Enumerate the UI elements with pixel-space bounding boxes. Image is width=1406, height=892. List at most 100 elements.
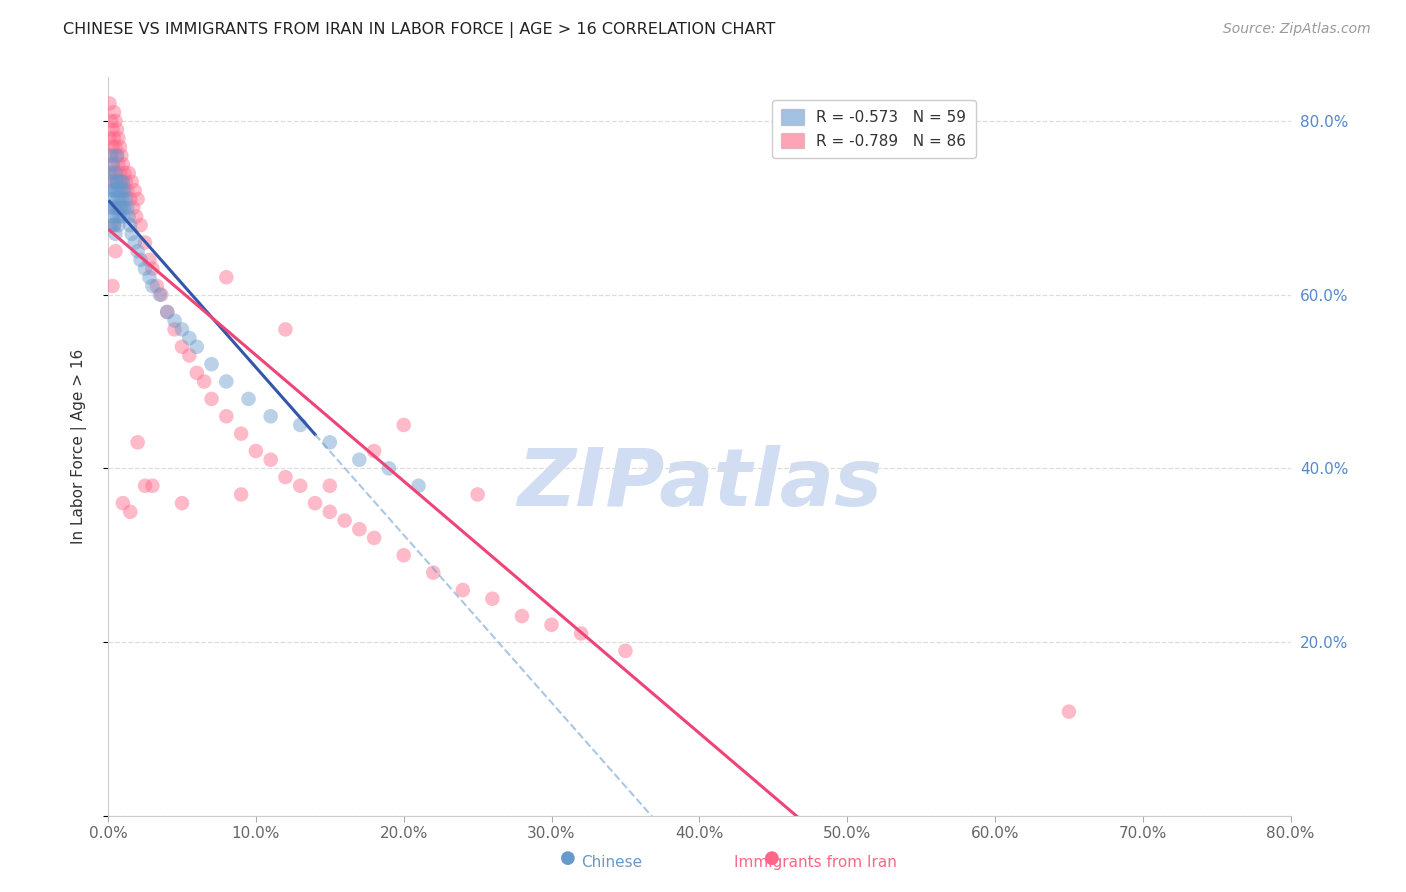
Chinese <box>186 340 208 354</box>
Immigrants from Iran <box>110 175 132 189</box>
Immigrants from Iran <box>363 444 385 458</box>
Immigrants from Iran <box>107 131 129 145</box>
Immigrants from Iran <box>127 435 149 450</box>
Immigrants from Iran <box>304 496 326 510</box>
Chinese <box>149 287 172 301</box>
Immigrants from Iran <box>104 114 127 128</box>
Chinese <box>179 331 201 345</box>
Immigrants from Iran <box>200 392 222 406</box>
Text: Immigrants from Iran: Immigrants from Iran <box>734 855 897 870</box>
Chinese <box>114 192 136 206</box>
Immigrants from Iran <box>103 218 125 232</box>
Immigrants from Iran <box>124 183 146 197</box>
Chinese <box>108 192 131 206</box>
Chinese <box>121 227 143 241</box>
Immigrants from Iran <box>319 479 342 493</box>
Immigrants from Iran <box>215 409 238 424</box>
Immigrants from Iran <box>114 175 136 189</box>
Chinese <box>120 218 142 232</box>
Immigrants from Iran <box>422 566 444 580</box>
Chinese <box>408 479 430 493</box>
Immigrants from Iran <box>150 287 173 301</box>
Chinese <box>215 375 238 389</box>
Chinese <box>124 235 146 250</box>
Immigrants from Iran <box>290 479 312 493</box>
Chinese <box>134 261 156 276</box>
Immigrants from Iran <box>1057 705 1080 719</box>
Chinese <box>101 157 124 171</box>
Chinese <box>118 210 141 224</box>
Immigrants from Iran <box>107 157 129 171</box>
Chinese <box>105 148 128 162</box>
Immigrants from Iran <box>120 192 142 206</box>
Chinese <box>127 244 149 259</box>
Chinese <box>349 452 371 467</box>
Immigrants from Iran <box>260 452 283 467</box>
Immigrants from Iran <box>229 487 252 501</box>
Immigrants from Iran <box>111 496 134 510</box>
Immigrants from Iran <box>129 218 152 232</box>
Immigrants from Iran <box>111 183 134 197</box>
Immigrants from Iran <box>170 340 193 354</box>
Chinese <box>378 461 401 475</box>
Immigrants from Iran <box>108 201 131 215</box>
Immigrants from Iran <box>103 105 125 120</box>
Immigrants from Iran <box>108 166 131 180</box>
Immigrants from Iran <box>98 96 121 111</box>
Immigrants from Iran <box>141 479 163 493</box>
Immigrants from Iran <box>100 148 122 162</box>
Text: Source: ZipAtlas.com: Source: ZipAtlas.com <box>1223 22 1371 37</box>
Immigrants from Iran <box>118 166 141 180</box>
Chinese <box>200 357 222 371</box>
Immigrants from Iran <box>274 470 297 484</box>
Chinese <box>170 322 193 336</box>
Immigrants from Iran <box>103 131 125 145</box>
Immigrants from Iran <box>122 201 145 215</box>
Immigrants from Iran <box>392 548 415 562</box>
Chinese <box>108 175 131 189</box>
Chinese <box>105 210 128 224</box>
Immigrants from Iran <box>100 166 122 180</box>
Chinese <box>260 409 283 424</box>
Chinese <box>110 183 132 197</box>
Chinese <box>112 183 135 197</box>
Chinese <box>100 183 122 197</box>
Chinese <box>105 192 128 206</box>
Chinese <box>112 201 135 215</box>
Immigrants from Iran <box>104 244 127 259</box>
Chinese <box>111 175 134 189</box>
Immigrants from Iran <box>127 192 149 206</box>
Chinese <box>290 417 312 432</box>
Chinese <box>107 201 129 215</box>
Immigrants from Iran <box>120 505 142 519</box>
Immigrants from Iran <box>179 348 201 362</box>
Immigrants from Iran <box>101 157 124 171</box>
Chinese <box>141 279 163 293</box>
Chinese <box>129 252 152 267</box>
Immigrants from Iran <box>111 157 134 171</box>
Chinese <box>100 218 122 232</box>
Chinese <box>103 218 125 232</box>
Chinese <box>319 435 342 450</box>
Immigrants from Iran <box>467 487 489 501</box>
Immigrants from Iran <box>100 114 122 128</box>
Immigrants from Iran <box>110 148 132 162</box>
Text: ZIPatlas: ZIPatlas <box>517 444 882 523</box>
Chinese <box>104 227 127 241</box>
Immigrants from Iran <box>104 140 127 154</box>
Chinese <box>98 166 121 180</box>
Immigrants from Iran <box>245 444 267 458</box>
Immigrants from Iran <box>163 322 186 336</box>
Chinese <box>107 183 129 197</box>
Chinese <box>100 148 122 162</box>
Immigrants from Iran <box>319 505 342 519</box>
Immigrants from Iran <box>229 426 252 441</box>
Immigrants from Iran <box>138 252 160 267</box>
Chinese <box>110 201 132 215</box>
Chinese <box>108 210 131 224</box>
Immigrants from Iran <box>186 366 208 380</box>
Y-axis label: In Labor Force | Age > 16: In Labor Force | Age > 16 <box>72 349 87 544</box>
Chinese <box>156 305 179 319</box>
Immigrants from Iran <box>101 140 124 154</box>
Immigrants from Iran <box>510 609 533 624</box>
